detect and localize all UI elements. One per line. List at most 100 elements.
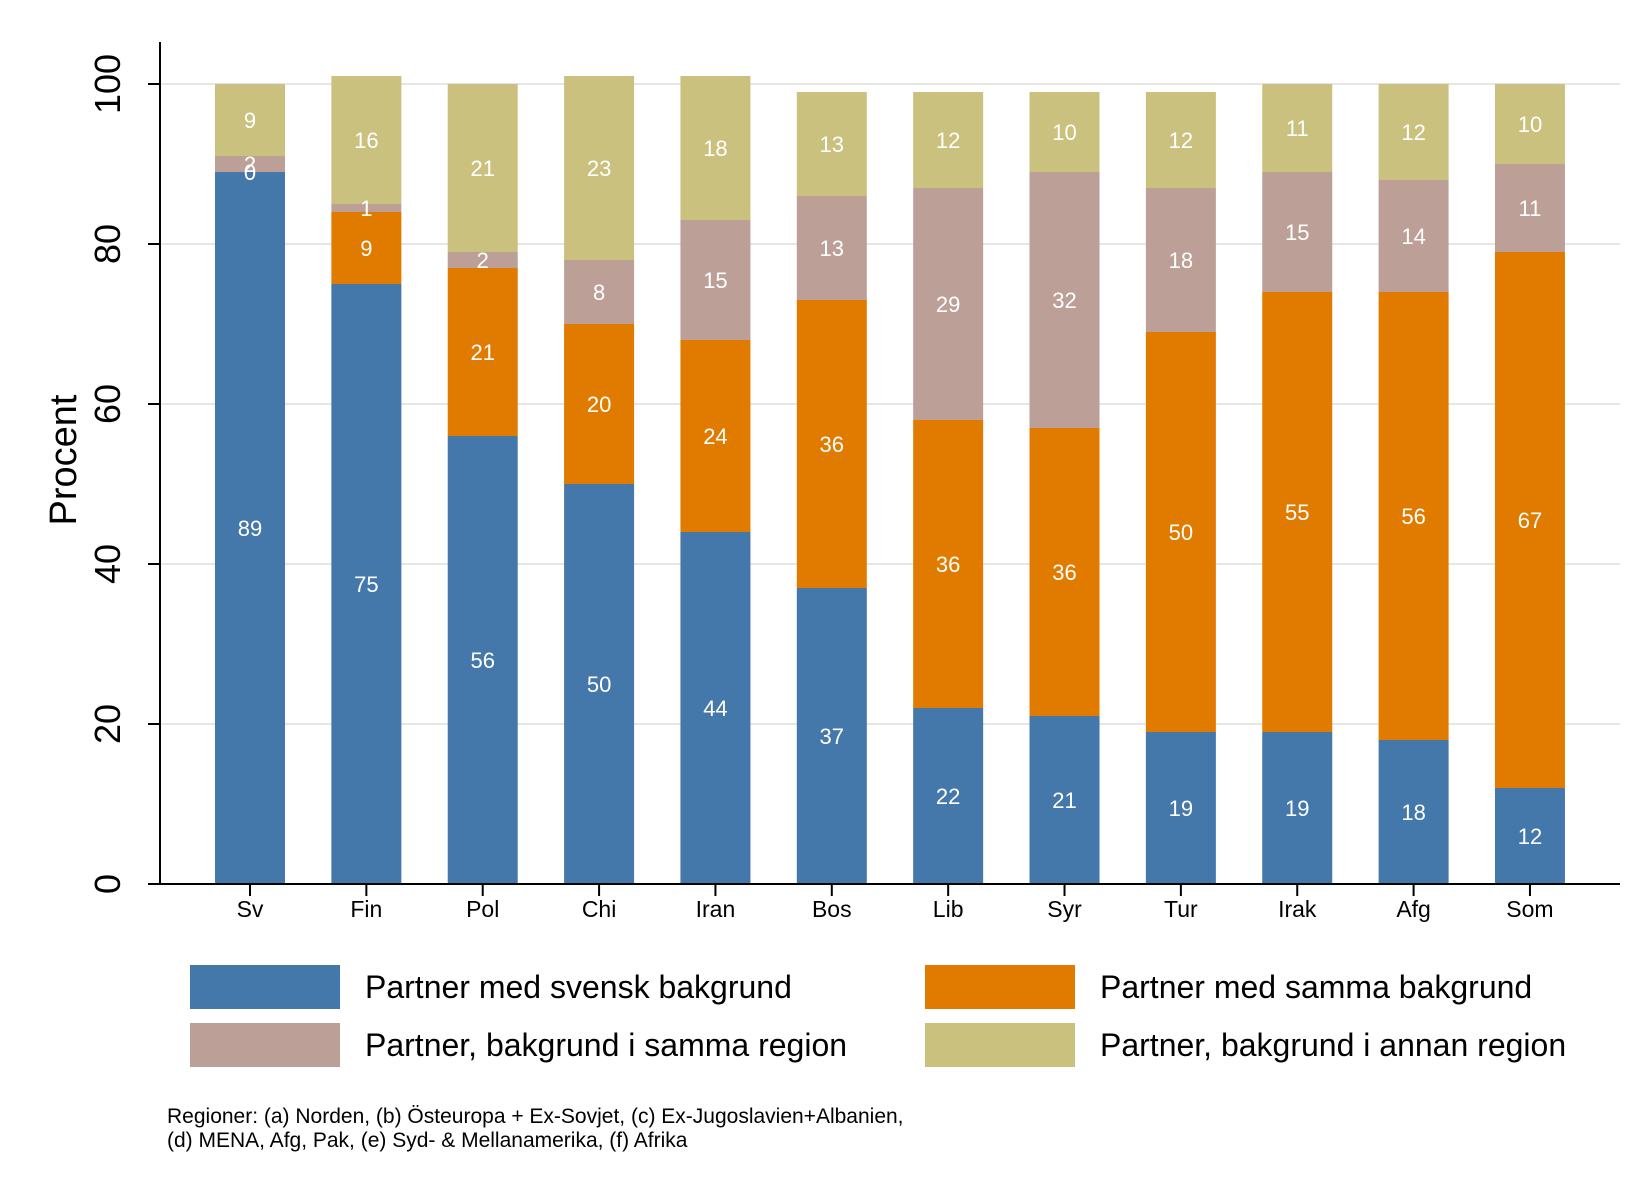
legend-swatch-samma-bakgrund (925, 965, 1075, 1009)
x-tick-label-Fin: Fin (350, 896, 382, 922)
y-axis-ticks: 0 20 40 60 80 100 (87, 54, 160, 894)
y-axis-title: Procent (43, 394, 85, 525)
x-tick-label-Irak: Irak (1278, 896, 1317, 922)
bar-label-Syr-series-3: 10 (1052, 120, 1076, 145)
legend-item-annan-region: Partner, bakgrund i annan region (925, 1023, 1566, 1067)
bar-label-Lib-series-1: 36 (936, 552, 960, 577)
bar-label-Chi-series-2: 8 (593, 280, 605, 305)
chart-note: Regioner: (a) Norden, (b) Östeuropa + Ex… (167, 1105, 904, 1153)
x-tick-label-Bos: Bos (812, 896, 852, 922)
x-tick-label-Pol: Pol (466, 896, 499, 922)
bar-Iran-series-0 (680, 532, 751, 884)
bar-Sv-series-3 (215, 84, 285, 156)
bar-label-Syr-series-0: 21 (1052, 788, 1076, 813)
bar-label-Bos-series-2: 13 (820, 236, 844, 261)
bar-Bos-series-3 (796, 92, 867, 196)
bar-Iran-series-2 (680, 220, 751, 340)
bar-Iran-series-1 (680, 340, 751, 532)
bar-Pol-series-3 (447, 84, 518, 252)
bar-Syr-series-3 (1029, 92, 1100, 172)
bar-Syr-series-1 (1029, 428, 1100, 716)
bar-label-Tur-series-0: 19 (1169, 796, 1193, 821)
bar-label-Chi-series-3: 23 (587, 156, 611, 181)
bar-Fin-series-0 (331, 284, 402, 884)
legend-swatch-svensk (190, 965, 340, 1009)
x-tick-label-Syr: Syr (1047, 896, 1082, 922)
bar-label-Syr-series-1: 36 (1052, 560, 1076, 585)
bar-label-Lib-series-3: 12 (936, 128, 960, 153)
bar-label-Bos-series-3: 13 (820, 132, 844, 157)
bar-label-Tur-series-3: 12 (1169, 128, 1193, 153)
bar-label-Irak-series-1: 55 (1285, 500, 1309, 525)
bar-label-Pol-series-1: 21 (470, 340, 494, 365)
bar-label-Tur-series-2: 18 (1169, 248, 1193, 273)
bar-Iran-series-3 (680, 76, 751, 220)
y-tick-label-0: 0 (87, 874, 128, 894)
bar-label-Sv-series-0: 89 (238, 516, 262, 541)
bar-Fin-series-3 (331, 76, 402, 204)
bar-Irak-series-0 (1262, 732, 1333, 884)
bar-Fin-series-2 (331, 204, 402, 212)
bar-Sv-series-2 (215, 156, 285, 172)
bar-Tur-series-1 (1145, 332, 1216, 732)
bar-Irak-series-2 (1262, 172, 1333, 292)
x-tick-label-Tur: Tur (1164, 896, 1198, 922)
bar-label-Irak-series-3: 11 (1286, 116, 1309, 141)
bar-Som-series-0 (1494, 788, 1565, 884)
x-axis-ticks: Sv Fin Pol Chi Iran Bos Lib Syr Tur Irak Afg Som (237, 884, 1554, 922)
x-tick-label-Som: Som (1506, 896, 1553, 922)
bar-Bos-series-2 (796, 196, 867, 300)
bar-Afg-series-2 (1378, 180, 1449, 292)
bar-label-Som-series-3: 10 (1518, 112, 1542, 137)
y-tick-label-60: 60 (87, 384, 128, 424)
bar-label-Pol-series-0: 56 (470, 648, 494, 673)
bar-Chi-series-3 (564, 76, 635, 260)
y-tick-label-80: 80 (87, 224, 128, 264)
bar-label-Afg-series-2: 14 (1401, 224, 1425, 249)
gridlines (160, 83, 1620, 725)
legend-label-svensk: Partner med svensk bakgrund (365, 968, 792, 1005)
bar-label-Iran-series-1: 24 (703, 424, 727, 449)
bar-Pol-series-1 (447, 268, 518, 436)
bar-Sv-series-0 (215, 172, 285, 884)
x-tick-label-Sv: Sv (237, 896, 264, 922)
bar-Afg-series-3 (1378, 84, 1449, 180)
bar-label-Bos-series-0: 37 (820, 724, 844, 749)
bar-Som-series-2 (1494, 164, 1565, 252)
bar-Syr-series-0 (1029, 716, 1100, 884)
bar-Syr-series-2 (1029, 172, 1100, 428)
legend-item-samma-region: Partner, bakgrund i samma region (190, 1023, 847, 1067)
bar-Afg-series-1 (1378, 292, 1449, 740)
bar-Irak-series-1 (1262, 292, 1333, 732)
bar-label-Afg-series-1: 56 (1401, 504, 1425, 529)
bar-Tur-series-0 (1145, 732, 1216, 884)
y-tick-label-100: 100 (87, 54, 128, 114)
bar-label-Sv-series-1: 0 (244, 160, 256, 185)
bar-label-Iran-series-0: 44 (703, 696, 727, 721)
bar-label-Fin-series-2: 1 (360, 196, 372, 221)
y-tick-label-20: 20 (87, 704, 128, 744)
bar-Chi-series-1 (564, 324, 635, 484)
bar-label-Irak-series-0: 19 (1285, 796, 1309, 821)
bar-label-Fin-series-0: 75 (354, 572, 378, 597)
x-tick-label-Chi: Chi (582, 896, 617, 922)
note-line-1: Regioner: (a) Norden, (b) Östeuropa + Ex… (167, 1105, 904, 1128)
bar-Tur-series-2 (1145, 188, 1216, 332)
bars (215, 76, 1565, 884)
bar-label-Afg-series-0: 18 (1401, 800, 1425, 825)
bar-label-Som-series-1: 67 (1518, 508, 1542, 533)
bar-Lib-series-0 (913, 708, 984, 884)
stacked-bar-chart: 8902975911656212215020823442415183736131… (43, 42, 1620, 922)
bar-value-labels: 8902975911656212215020823442415183736131… (238, 108, 1542, 849)
bar-label-Syr-series-2: 32 (1052, 288, 1076, 313)
bar-label-Chi-series-1: 20 (587, 392, 611, 417)
legend-item-svensk: Partner med svensk bakgrund (190, 965, 792, 1009)
bar-Lib-series-2 (913, 188, 984, 420)
bar-label-Lib-series-2: 29 (936, 292, 960, 317)
bar-label-Sv-series-2: 2 (244, 152, 256, 177)
note-line-2: (d) MENA, Afg, Pak, (e) Syd- & Mellaname… (167, 1129, 688, 1152)
bar-Tur-series-3 (1145, 92, 1216, 188)
bar-label-Chi-series-0: 50 (587, 672, 611, 697)
bar-Som-series-3 (1494, 84, 1565, 164)
x-tick-label-Afg: Afg (1396, 896, 1431, 922)
